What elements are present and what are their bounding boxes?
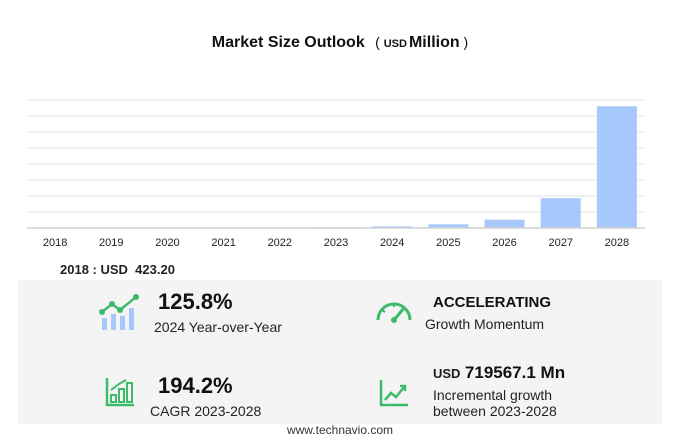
kpi-momentum: ACCELERATING	[433, 294, 551, 311]
kpi-incremental-label-2: between 2023-2028	[433, 403, 557, 419]
x-tick-2025: 2025	[436, 237, 460, 249]
kpi-yoy-value: 125.8%	[158, 289, 233, 314]
x-tick-2018: 2018	[43, 237, 67, 249]
kpi-cagr: 194.2%	[158, 373, 233, 399]
x-tick-2023: 2023	[324, 237, 348, 249]
speedometer-icon	[376, 302, 412, 323]
kpi-yoy-label-wrap: 2024 Year-over-Year	[154, 319, 282, 335]
kpi-cagr-value: 194.2%	[158, 373, 233, 398]
growth-chart-icon	[99, 294, 139, 330]
chart-bars	[35, 106, 637, 228]
x-tick-2020: 2020	[155, 237, 179, 249]
unit-scale: Million	[408, 34, 460, 51]
kpi-panel	[18, 280, 662, 424]
kpi-incremental: USD 719567.1 Mn	[433, 363, 565, 383]
kpi-incremental-currency: USD	[433, 366, 461, 381]
kpi-cagr-label-wrap: CAGR 2023-2028	[150, 403, 261, 419]
x-tick-2024: 2024	[380, 237, 404, 249]
x-tick-2026: 2026	[492, 237, 516, 249]
bar-2025	[428, 224, 469, 228]
kpi-incremental-value: 719567.1 Mn	[464, 363, 566, 382]
trend-line-icon	[379, 380, 408, 407]
bar-chart: 2018 2019 2020 2021 2022 2023 2024 2025 2026 2027…	[27, 99, 645, 249]
x-tick-2021: 2021	[211, 237, 235, 249]
footer-source: www.technavio.com	[286, 423, 394, 437]
bar-2026	[484, 219, 525, 228]
x-tick-2028: 2028	[605, 237, 629, 249]
kpi-yoy: 125.8%	[158, 289, 233, 315]
bar-growth-icon	[105, 378, 134, 407]
kpi-momentum-value: ACCELERATING	[433, 294, 552, 311]
unit-currency: USD	[383, 38, 407, 50]
x-tick-2027: 2027	[548, 237, 572, 249]
kpi-momentum-label-wrap: Growth Momentum	[425, 316, 544, 332]
chart-title-main: Market Size Outlook	[211, 34, 365, 51]
chart-title: Market Size Outlook ( USD Million )	[0, 34, 680, 52]
x-tick-2019: 2019	[99, 237, 123, 249]
bar-2024	[372, 226, 413, 228]
x-tick-2022: 2022	[268, 237, 292, 249]
kpi-incremental-label-1: Incremental growth	[433, 387, 553, 403]
bar-2028	[596, 106, 637, 228]
base-year-label: 2018 : USD	[60, 262, 128, 277]
base-year-value: 2018 : USD 423.20	[60, 262, 175, 277]
chart-title-unit: ( USD Million )	[375, 34, 469, 51]
x-axis-ticks: 2018 2019 2020 2021 2022 2023 2024 2025 2026 2027…	[43, 237, 629, 249]
bar-2027	[540, 198, 581, 228]
kpi-yoy-label: 2024 Year-over-Year	[154, 319, 282, 335]
kpi-momentum-label: Growth Momentum	[425, 316, 545, 332]
kpi-incremental-label-wrap: Incremental growth between 2023-2028	[433, 387, 557, 419]
base-year-amount: 423.20	[135, 262, 175, 277]
kpi-cagr-label: CAGR 2023-2028	[150, 403, 262, 419]
